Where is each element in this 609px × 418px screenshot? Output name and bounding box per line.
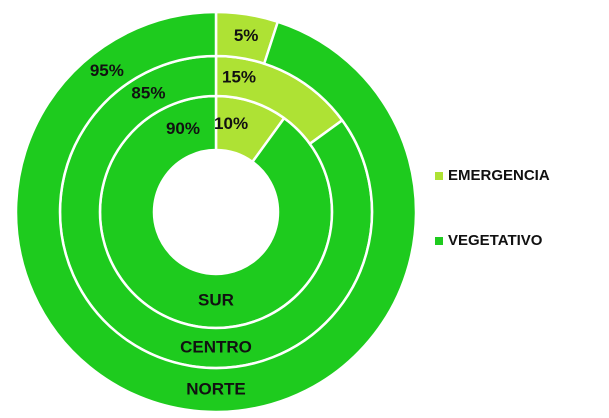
ring-label: NORTE — [186, 379, 246, 398]
segment — [14, 10, 418, 414]
ring-label: SUR — [198, 290, 234, 309]
legend-swatch — [435, 237, 443, 245]
value-label: 95% — [90, 61, 124, 80]
legend-label: VEGETATIVO — [448, 232, 543, 249]
value-label: 15% — [222, 67, 256, 86]
value-label: 5% — [234, 26, 259, 45]
legend-swatch — [435, 172, 443, 180]
ring-label: CENTRO — [180, 337, 252, 356]
value-label: 10% — [214, 114, 248, 133]
legend-label: EMERGENCIA — [448, 167, 550, 184]
value-label: 85% — [131, 83, 165, 102]
value-label: 90% — [166, 119, 200, 138]
